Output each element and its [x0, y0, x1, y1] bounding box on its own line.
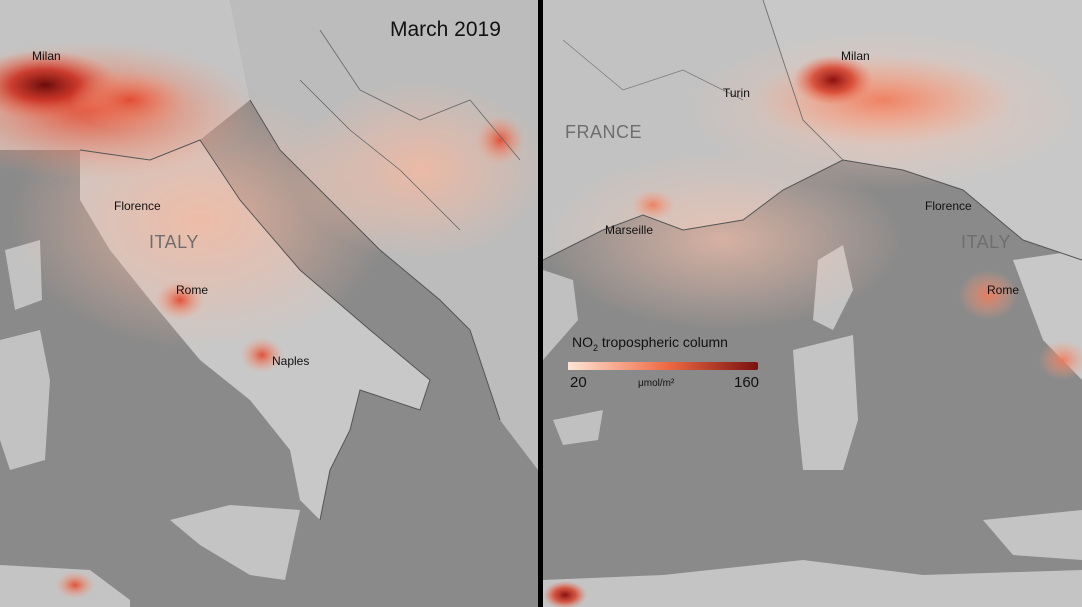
legend-title: NO2 tropospheric column — [572, 334, 728, 353]
city-label-florence: Florence — [114, 199, 161, 213]
left-map-graphic — [0, 0, 538, 607]
land-sardinia — [0, 330, 50, 470]
city-label-turin: Turin — [723, 86, 750, 100]
left-map-panel: March 2019 Milan Florence Rome Naples IT… — [0, 0, 538, 607]
legend-colorbar — [568, 362, 758, 370]
country-label-italy: ITALY — [961, 232, 1011, 252]
city-label-marseille: Marseille — [605, 223, 654, 237]
city-label-florence: Florence — [925, 199, 972, 213]
city-label-rome: Rome — [176, 283, 209, 297]
land-africa — [543, 560, 1082, 607]
land-balearic — [553, 410, 603, 445]
right-map-graphic — [543, 0, 1082, 607]
color-legend: NO2 tropospheric column 20 μmol/m² 160 — [568, 332, 773, 392]
land-sardinia — [793, 335, 858, 470]
legend-max-value: 160 — [734, 374, 760, 391]
country-label-france: FRANCE — [565, 122, 643, 142]
legend-unit: μmol/m² — [638, 378, 675, 389]
country-label-italy: ITALY — [149, 232, 199, 252]
land-sicily — [170, 505, 300, 580]
city-label-naples: Naples — [272, 354, 310, 368]
city-label-milan: Milan — [32, 49, 61, 63]
city-label-rome: Rome — [987, 283, 1020, 297]
land-spain-coast — [543, 270, 578, 360]
legend-min-value: 20 — [570, 374, 587, 391]
right-map-panel: Milan Turin Marseille Florence Rome FRAN… — [543, 0, 1082, 607]
city-label-milan: Milan — [841, 49, 870, 63]
map-title: March 2019 — [390, 18, 501, 41]
land-sicily — [983, 510, 1082, 560]
